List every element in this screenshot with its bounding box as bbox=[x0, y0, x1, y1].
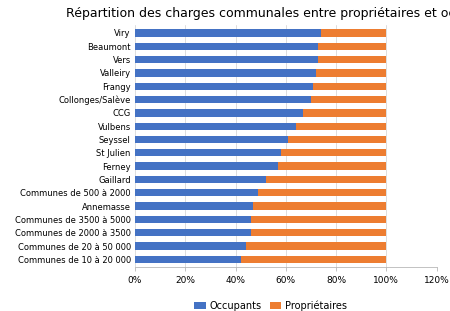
Bar bbox=[135, 202, 253, 210]
Bar bbox=[135, 29, 321, 37]
Bar bbox=[288, 136, 386, 143]
Bar bbox=[278, 162, 386, 170]
Bar bbox=[135, 136, 288, 143]
Bar bbox=[316, 69, 386, 77]
Bar bbox=[240, 256, 386, 263]
Bar bbox=[135, 43, 319, 50]
Bar bbox=[135, 149, 281, 156]
Bar bbox=[281, 149, 386, 156]
Bar bbox=[135, 56, 319, 63]
Bar bbox=[246, 243, 386, 250]
Bar bbox=[135, 229, 251, 236]
Bar bbox=[311, 96, 386, 103]
Bar bbox=[253, 202, 386, 210]
Bar bbox=[135, 123, 296, 130]
Bar bbox=[313, 82, 386, 90]
Bar bbox=[135, 96, 311, 103]
Bar bbox=[258, 189, 386, 197]
Bar bbox=[319, 56, 386, 63]
Bar bbox=[319, 43, 386, 50]
Bar bbox=[135, 256, 240, 263]
Bar bbox=[296, 123, 386, 130]
Bar bbox=[135, 176, 266, 183]
Bar bbox=[251, 216, 386, 223]
Bar bbox=[321, 29, 386, 37]
Bar bbox=[135, 216, 251, 223]
Bar bbox=[135, 82, 313, 90]
Bar bbox=[251, 229, 386, 236]
Bar bbox=[135, 243, 246, 250]
Bar bbox=[135, 69, 316, 77]
Bar bbox=[135, 162, 278, 170]
Bar bbox=[266, 176, 386, 183]
Bar bbox=[303, 109, 386, 117]
Title: Répartition des charges communales entre propriétaires et occupants: Répartition des charges communales entre… bbox=[66, 7, 450, 20]
Bar bbox=[135, 109, 303, 117]
Legend: Occupants, Propriétaires: Occupants, Propriétaires bbox=[190, 297, 351, 311]
Bar bbox=[135, 189, 258, 197]
